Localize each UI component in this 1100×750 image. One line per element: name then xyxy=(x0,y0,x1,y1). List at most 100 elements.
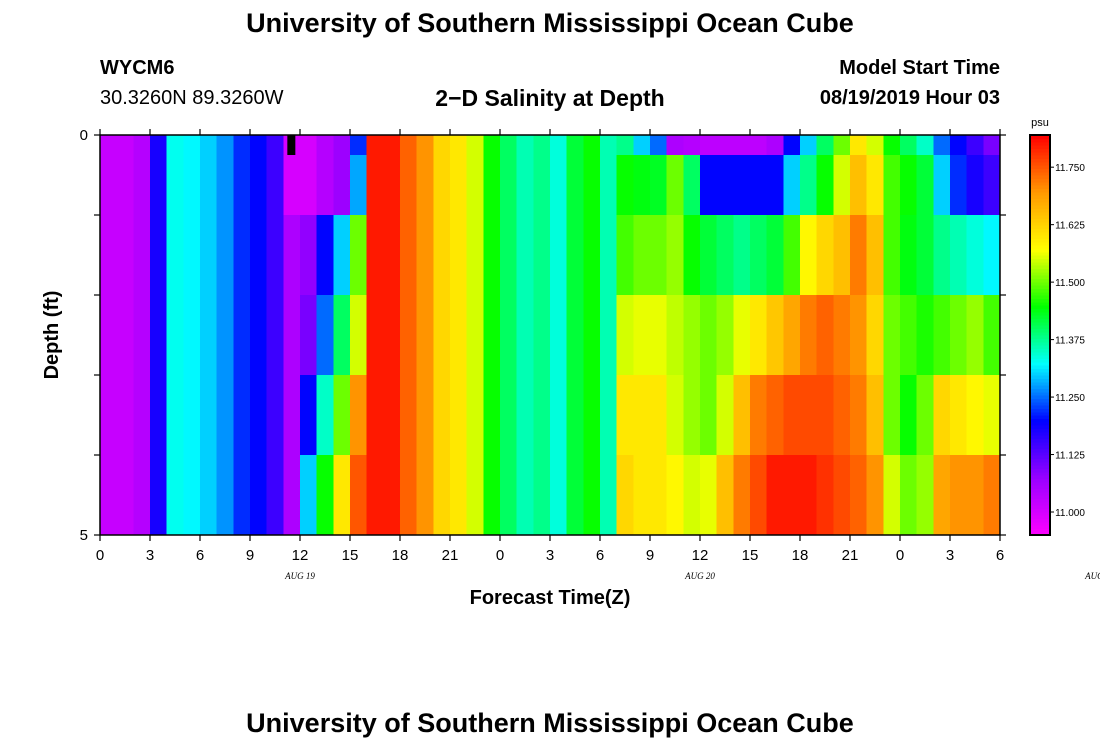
heatmap-cell xyxy=(383,135,401,156)
heatmap-cell xyxy=(416,375,434,456)
colorbar-segment xyxy=(1030,438,1050,443)
missing-data-cell xyxy=(287,135,296,155)
heatmap-cell xyxy=(250,375,268,456)
heatmap-cell xyxy=(366,135,384,156)
colorbar-segment xyxy=(1030,305,1050,309)
heatmap-cell xyxy=(733,215,751,296)
heatmap-cell xyxy=(966,135,984,156)
heatmap-cell xyxy=(766,215,784,296)
colorbar-segment xyxy=(1030,288,1050,293)
heatmap-cell xyxy=(100,155,118,216)
x-tick-label: 3 xyxy=(546,547,554,564)
x-tick-label: 18 xyxy=(792,547,809,564)
colorbar-segment xyxy=(1030,138,1050,143)
heatmap-cell xyxy=(216,155,234,216)
heatmap-cell xyxy=(116,155,134,216)
heatmap-cell xyxy=(683,295,701,376)
heatmap-cell xyxy=(683,375,701,456)
colorbar-segment xyxy=(1030,465,1050,469)
heatmap-cell xyxy=(533,375,551,456)
heatmap-cell xyxy=(883,215,901,296)
colorbar-segment xyxy=(1030,265,1050,269)
heatmap-cell xyxy=(850,215,868,296)
colorbar-segment xyxy=(1030,408,1050,413)
heatmap-cell xyxy=(833,135,851,156)
heatmap-cell xyxy=(116,295,134,376)
heatmap-cell xyxy=(500,135,518,156)
colorbar-segment xyxy=(1030,401,1050,406)
heatmap-cell xyxy=(516,375,534,456)
heatmap-cell xyxy=(566,455,584,536)
heatmap-cell xyxy=(866,295,884,376)
heatmap-cell xyxy=(450,455,468,536)
heatmap-cell xyxy=(300,375,318,456)
heatmap-cell xyxy=(650,135,668,156)
heatmap-cell xyxy=(966,295,984,376)
heatmap-cell xyxy=(200,155,218,216)
heatmap-cell xyxy=(466,135,484,156)
colorbar-segment xyxy=(1030,228,1050,233)
heatmap-cell xyxy=(566,295,584,376)
heatmap-cell xyxy=(750,155,768,216)
heatmap-cell xyxy=(983,215,1001,296)
heatmap-cell xyxy=(750,455,768,536)
heatmap-cell xyxy=(266,455,284,536)
colorbar-segment xyxy=(1030,321,1050,326)
colorbar-segment xyxy=(1030,275,1050,279)
heatmap-cell xyxy=(550,135,568,156)
heatmap-cell xyxy=(633,155,651,216)
heatmap-cell xyxy=(683,215,701,296)
colorbar-segment xyxy=(1030,315,1050,319)
heatmap-cell xyxy=(333,455,351,536)
heatmap-cell xyxy=(200,135,218,156)
heatmap-cell xyxy=(616,135,634,156)
colorbar-segment xyxy=(1030,411,1050,416)
colorbar-segment xyxy=(1030,295,1050,299)
heatmap-cell xyxy=(816,135,834,156)
x-tick-label: 6 xyxy=(996,547,1004,564)
heatmap-cell xyxy=(150,135,168,156)
heatmap-cell xyxy=(216,455,234,536)
heatmap-cell xyxy=(300,455,318,536)
heatmap-cell xyxy=(166,215,184,296)
heatmap-cell xyxy=(400,295,418,376)
heatmap-cell xyxy=(766,455,784,536)
colorbar-segment xyxy=(1030,365,1050,369)
colorbar-segment xyxy=(1030,448,1050,453)
heatmap-cell xyxy=(833,155,851,216)
heatmap-cell xyxy=(316,155,334,216)
colorbar-segment xyxy=(1030,188,1050,193)
heatmap-cell xyxy=(883,295,901,376)
heatmap-cell xyxy=(916,295,934,376)
x-tick-label: 15 xyxy=(742,547,759,564)
colorbar-segment xyxy=(1030,525,1050,529)
x-tick-label: 3 xyxy=(946,547,954,564)
heatmap-cell xyxy=(733,455,751,536)
heatmap-cell xyxy=(233,155,251,216)
colorbar-tick-label: 11.000 xyxy=(1055,508,1085,519)
colorbar-segment xyxy=(1030,405,1050,409)
heatmap-cell xyxy=(633,215,651,296)
heatmap-cell xyxy=(983,375,1001,456)
heatmap-cell xyxy=(166,135,184,156)
heatmap-cell xyxy=(233,135,251,156)
heatmap-cell xyxy=(966,375,984,456)
heatmap-cell xyxy=(333,375,351,456)
heatmap-cell xyxy=(416,295,434,376)
heatmap-cell xyxy=(916,135,934,156)
heatmap-cell xyxy=(133,375,151,456)
heatmap-cell xyxy=(666,215,684,296)
heatmap-cell xyxy=(400,155,418,216)
colorbar-segment xyxy=(1030,191,1050,196)
heatmap-cell xyxy=(500,215,518,296)
heatmap-cell xyxy=(583,455,601,536)
heatmap-cell xyxy=(100,455,118,536)
heatmap-cell xyxy=(316,455,334,536)
colorbar-segment xyxy=(1030,285,1050,289)
colorbar-segment xyxy=(1030,491,1050,496)
colorbar-segment xyxy=(1030,245,1050,249)
colorbar-segment xyxy=(1030,218,1050,223)
colorbar-segment xyxy=(1030,298,1050,303)
colorbar-segment xyxy=(1030,478,1050,483)
colorbar-segment xyxy=(1030,468,1050,473)
